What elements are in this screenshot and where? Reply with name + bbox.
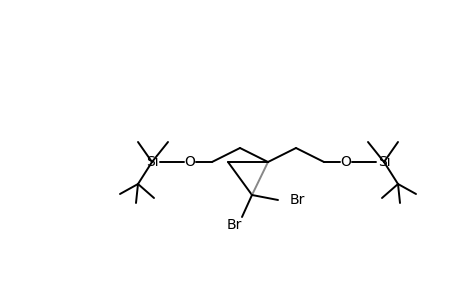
Text: Br: Br: [226, 218, 241, 232]
Text: Si: Si: [146, 155, 158, 169]
Text: Si: Si: [377, 155, 390, 169]
Text: O: O: [340, 155, 351, 169]
Text: Br: Br: [289, 193, 305, 207]
Text: O: O: [184, 155, 195, 169]
